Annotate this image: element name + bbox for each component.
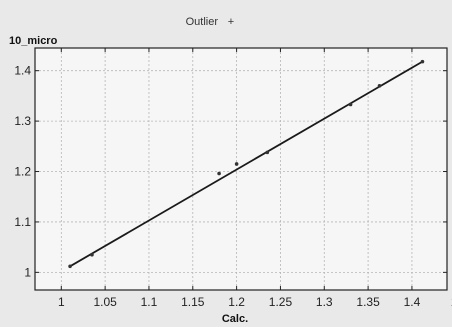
data-point	[377, 84, 382, 88]
x-tick-label: 1.35	[356, 295, 380, 309]
legend-marker-outlier: +	[228, 16, 234, 28]
y-axis-label: 10_micro	[9, 35, 58, 47]
y-tick-label: 1	[24, 265, 31, 279]
x-tick-label: 1.	[451, 295, 452, 309]
legend: Outlier +	[186, 16, 235, 28]
fit-line	[69, 60, 423, 268]
y-tick-label: 1.1	[14, 215, 31, 229]
x-tick-label: 1.05	[93, 295, 117, 309]
x-tick-label: 1.1	[141, 295, 158, 309]
data-point	[68, 264, 72, 269]
axis-ticks: 11.051.11.151.21.251.31.351.41.11.11.21.…	[14, 48, 452, 309]
data-series	[68, 59, 425, 269]
data-point	[348, 102, 353, 107]
y-tick-label: 1.3	[14, 114, 31, 128]
data-point	[234, 162, 239, 166]
data-point	[217, 171, 221, 176]
data-point	[90, 252, 94, 257]
x-tick-label: 1.2	[228, 295, 245, 309]
data-point	[265, 150, 270, 155]
plot-frame	[34, 47, 448, 291]
plot-area	[35, 48, 447, 290]
y-tick-label: 1.4	[14, 64, 31, 78]
x-tick-label: 1.4	[404, 295, 421, 309]
x-tick-label: 1	[58, 295, 65, 309]
x-tick-label: 1.3	[316, 295, 333, 309]
data-point	[420, 59, 425, 64]
x-tick-label: 1.25	[269, 295, 293, 309]
y-tick-label: 1.2	[14, 165, 31, 179]
legend-label-outlier: Outlier	[186, 16, 219, 28]
x-tick-label: 1.15	[181, 295, 205, 309]
x-axis-label: Calc.	[222, 313, 248, 325]
